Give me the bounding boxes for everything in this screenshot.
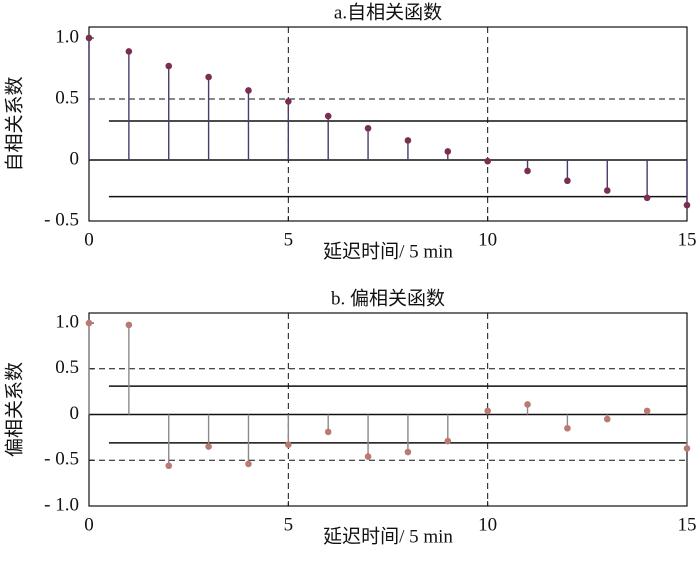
x-tick-label: 10 [478,229,497,250]
stem-marker [444,148,452,155]
stem-marker [603,187,611,194]
stem-marker [484,407,491,415]
stem-marker [125,321,133,329]
x-tick-label: 15 [678,229,697,250]
chart-title: b. 偏相关函数 [331,287,445,309]
stem-marker [404,448,412,456]
stem-marker [364,453,372,460]
stem-marker [564,177,571,185]
x-axis-label: 延迟时间/ 5 min [323,525,453,547]
chart-title: a.自相关函数 [334,1,442,23]
stem-marker [125,48,133,55]
x-tick-label: 5 [284,514,294,535]
y-tick-label: 0 [70,403,80,424]
x-tick-label: 15 [678,514,697,535]
stem-marker [643,407,651,415]
y-tick-label: - 0.5 [44,209,79,230]
y-tick-label: - 1.0 [44,494,79,515]
stem-marker [404,137,412,144]
stem-marker [205,73,212,81]
stem-marker [364,124,372,132]
y-axis-label: 自相关系数 [3,76,25,171]
stem-marker [683,201,691,209]
y-tick-label: 0.5 [55,357,79,378]
x-tick-label: 0 [84,229,94,250]
stem-marker [524,167,531,175]
stem-marker [205,443,212,450]
stem-marker [683,445,691,452]
plot-frame [88,26,688,222]
plot-frame [88,312,688,507]
stem-marker [484,157,491,165]
stem-marker [324,428,332,436]
stem-marker [564,424,571,432]
x-axis-label: 延迟时间/ 5 min [323,240,453,262]
x-tick-label: 5 [284,229,294,250]
x-tick-label: 10 [478,514,497,535]
y-tick-label: 1.0 [55,26,79,47]
stem-marker [165,62,173,70]
stem-marker [165,462,173,470]
x-tick-label: 0 [84,514,94,535]
stem-marker [85,319,93,327]
stem-marker [285,441,292,449]
y-axis-label: 偏相关系数 [3,362,25,457]
stem-marker [245,87,252,94]
stem-marker [245,460,252,468]
stem-marker [444,437,452,445]
stem-marker [285,98,292,105]
y-tick-label: 0 [70,148,80,169]
stem-marker [524,401,531,408]
stem-marker [643,194,651,202]
y-tick-label: 1.0 [55,311,79,332]
y-tick-label: 0.5 [55,87,79,108]
stem-marker [85,34,93,42]
stem-marker [603,415,611,423]
y-tick-label: - 0.5 [44,449,79,470]
stem-marker [324,112,332,120]
